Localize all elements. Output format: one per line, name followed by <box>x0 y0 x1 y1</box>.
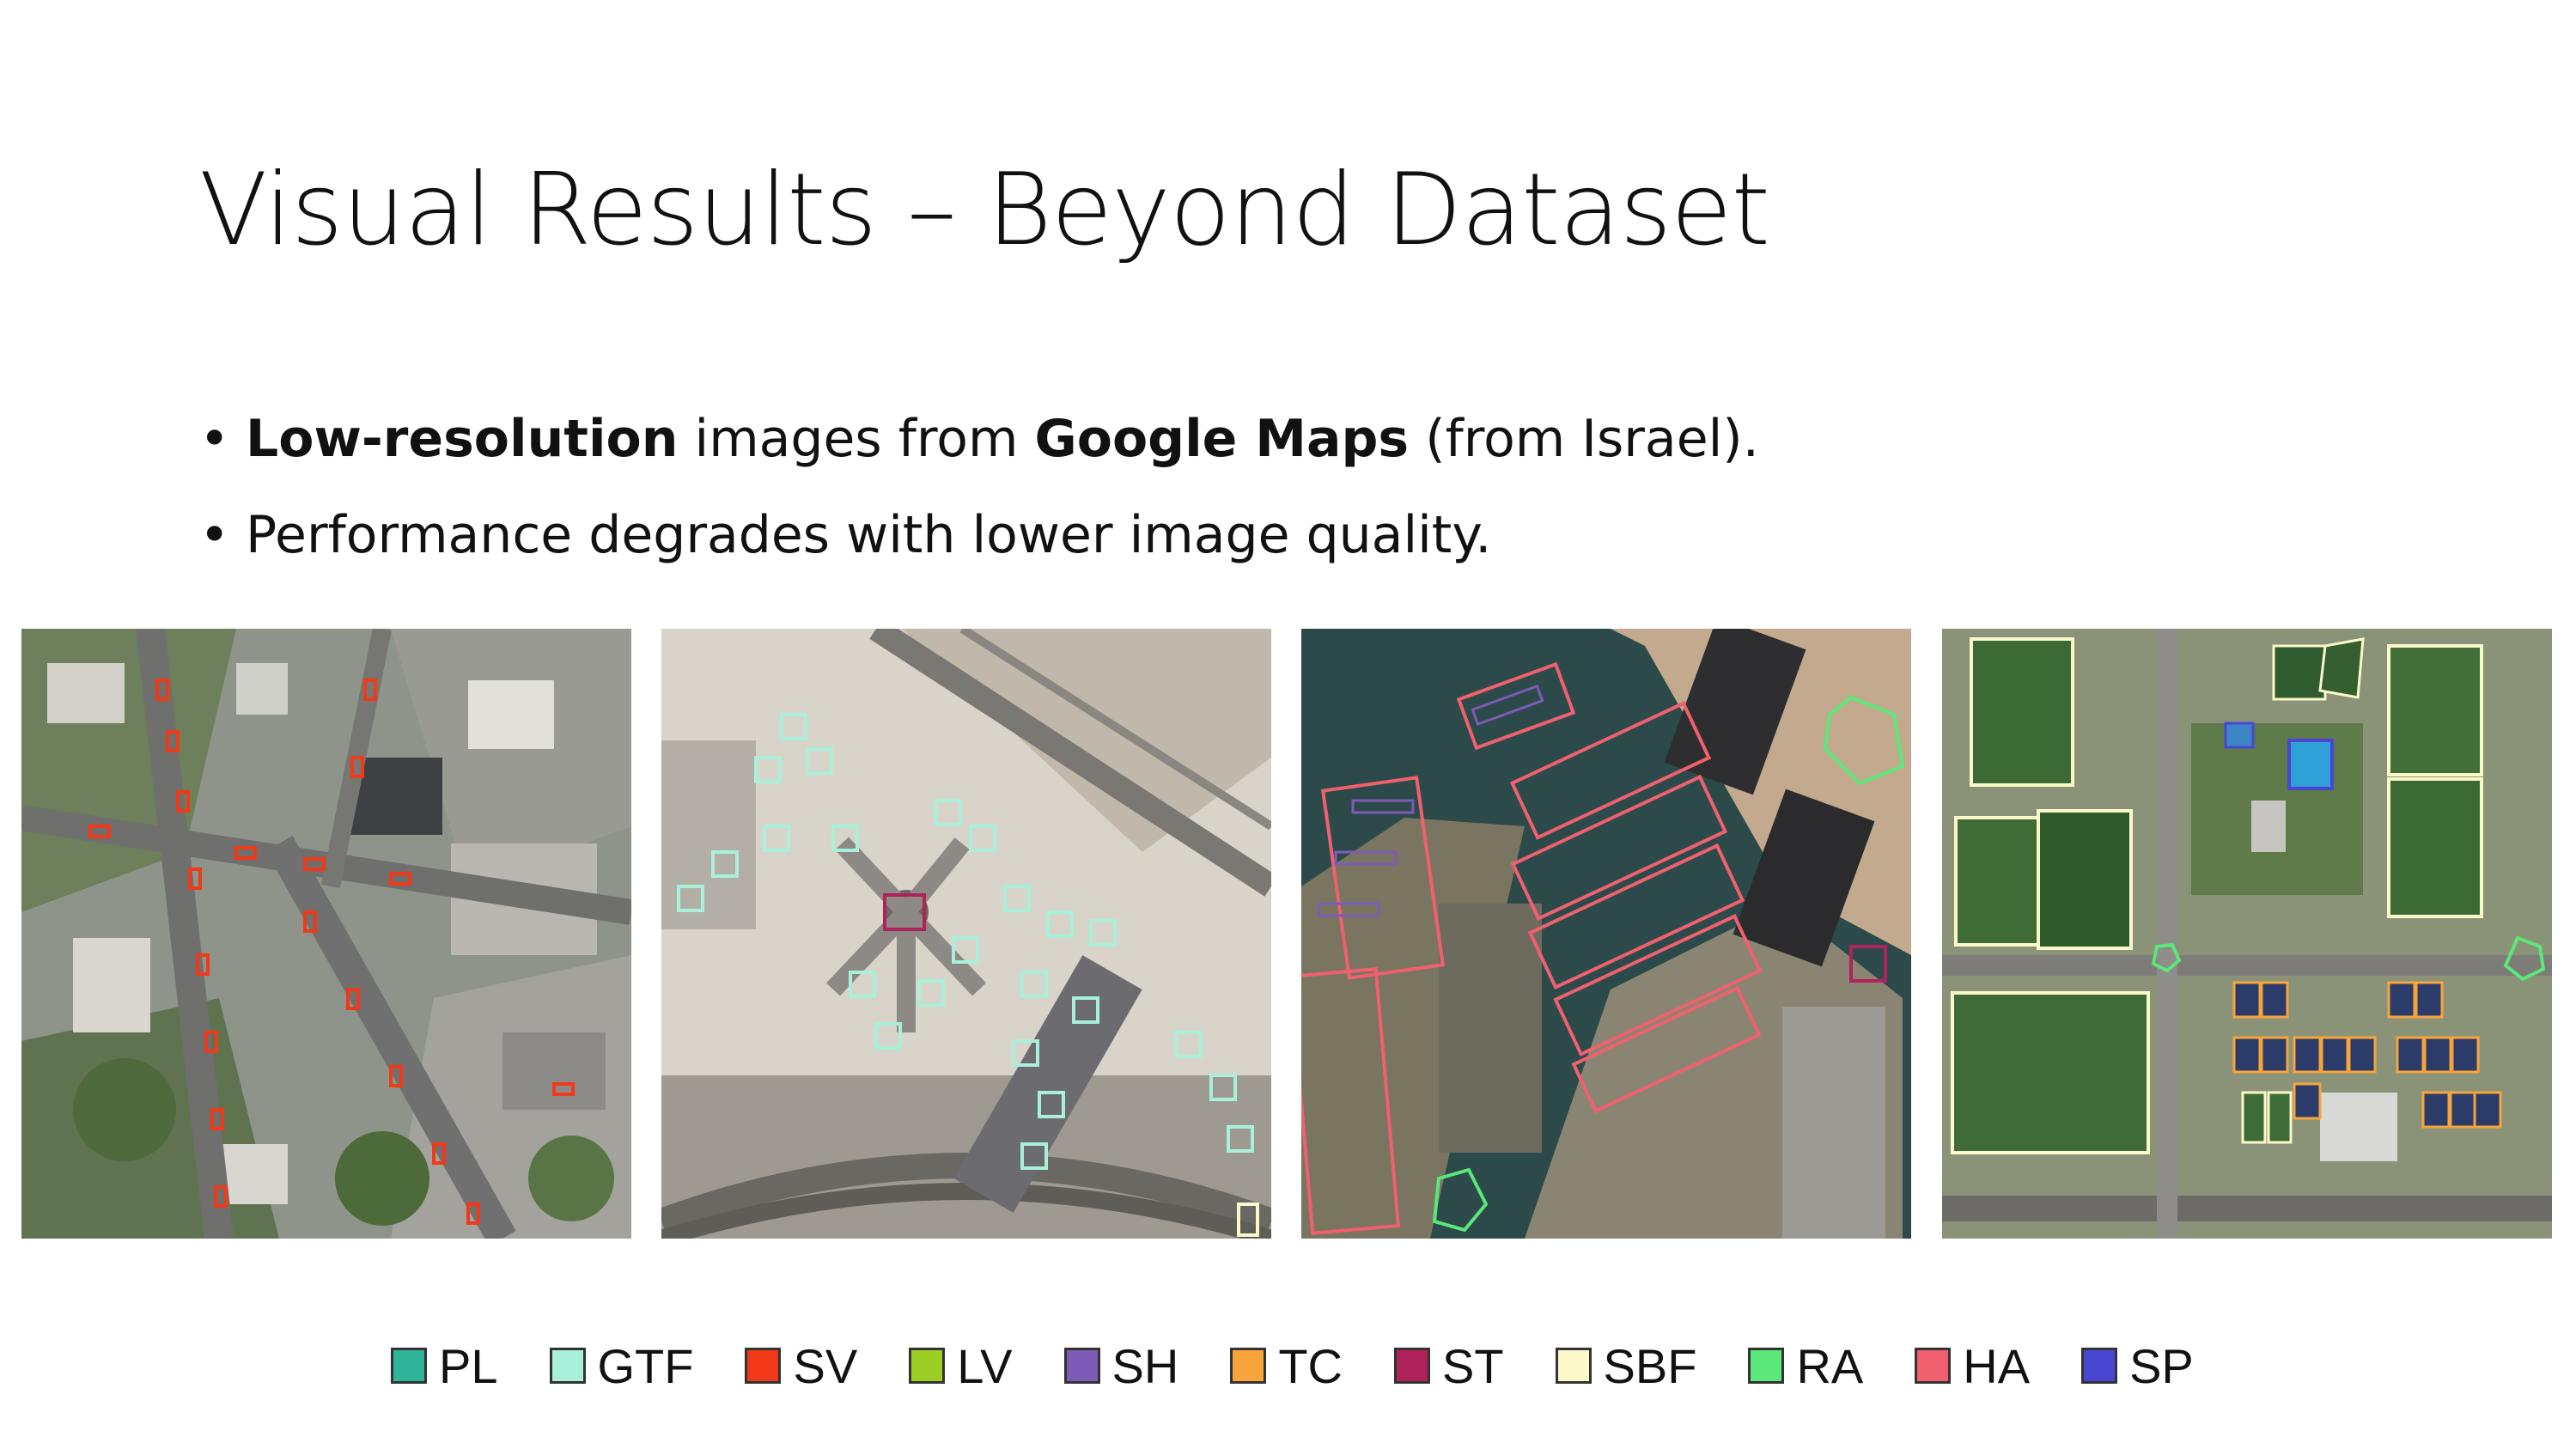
legend-swatch <box>2081 1348 2118 1384</box>
legend-label: GTF <box>597 1338 694 1393</box>
legend-label: PL <box>439 1338 498 1393</box>
legend-label: HA <box>1963 1338 2031 1393</box>
legend-item-lv: LV <box>909 1338 1013 1394</box>
bullet-dot: • <box>199 409 230 469</box>
bullet-dot: • <box>199 505 230 565</box>
legend-item-sbf: SBF <box>1555 1338 1697 1394</box>
legend-label: SBF <box>1603 1338 1697 1393</box>
legend-label: RA <box>1796 1338 1864 1393</box>
bullet-list: • Low-resolution images from Google Maps… <box>199 391 1759 583</box>
bullet-text: images from <box>678 409 1035 469</box>
aerial-image-marina-graphic <box>1301 629 1911 1239</box>
legend-label: LV <box>957 1338 1013 1393</box>
legend-label: SH <box>1111 1338 1179 1393</box>
legend-swatch <box>909 1348 946 1384</box>
aerial-image-airport-graphic <box>661 629 1271 1239</box>
legend-item-sp: SP <box>2081 1338 2194 1394</box>
legend-swatch <box>1748 1348 1785 1384</box>
bullet-text: Performance degrades with lower image qu… <box>246 505 1492 565</box>
legend-swatch <box>549 1348 586 1384</box>
legend-swatch <box>391 1348 427 1384</box>
legend-label: TC <box>1278 1338 1343 1393</box>
legend-label: SP <box>2129 1338 2194 1393</box>
bullet-emphasis: Google Maps <box>1034 409 1410 469</box>
legend-item-pl: PL <box>391 1338 498 1394</box>
bullet-item: • Performance degrades with lower image … <box>199 487 1759 583</box>
slide-title: Visual Results – Beyond Dataset <box>199 152 1770 268</box>
legend-item-ra: RA <box>1748 1338 1863 1394</box>
legend-label: ST <box>1441 1338 1504 1393</box>
aerial-image-marina <box>1301 629 1911 1239</box>
aerial-image-sports-complex <box>1942 629 2552 1239</box>
class-legend: PL GTF SV LV SH TC ST SBF <box>391 1338 2194 1394</box>
aerial-image-airport <box>661 629 1271 1239</box>
aerial-image-sports-complex-graphic <box>1942 629 2552 1239</box>
legend-swatch <box>1915 1348 1952 1384</box>
legend-item-tc: TC <box>1230 1338 1343 1394</box>
legend-swatch <box>1230 1348 1267 1384</box>
aerial-image-urban <box>21 629 631 1239</box>
legend-item-gtf: GTF <box>549 1338 694 1394</box>
legend-swatch <box>1393 1348 1430 1384</box>
legend-swatch <box>1063 1348 1100 1384</box>
bullet-text: (from Israel). <box>1409 409 1759 469</box>
legend-item-sh: SH <box>1063 1338 1179 1394</box>
legend-swatch <box>1555 1348 1592 1384</box>
bullet-item: • Low-resolution images from Google Maps… <box>199 391 1759 487</box>
legend-item-sv: SV <box>745 1338 857 1394</box>
bullet-emphasis: Low-resolution <box>246 409 679 469</box>
legend-item-ha: HA <box>1915 1338 2030 1394</box>
legend-label: SV <box>793 1338 858 1393</box>
legend-item-st: ST <box>1393 1338 1504 1394</box>
aerial-image-urban-graphic <box>21 629 631 1239</box>
legend-swatch <box>745 1348 782 1384</box>
